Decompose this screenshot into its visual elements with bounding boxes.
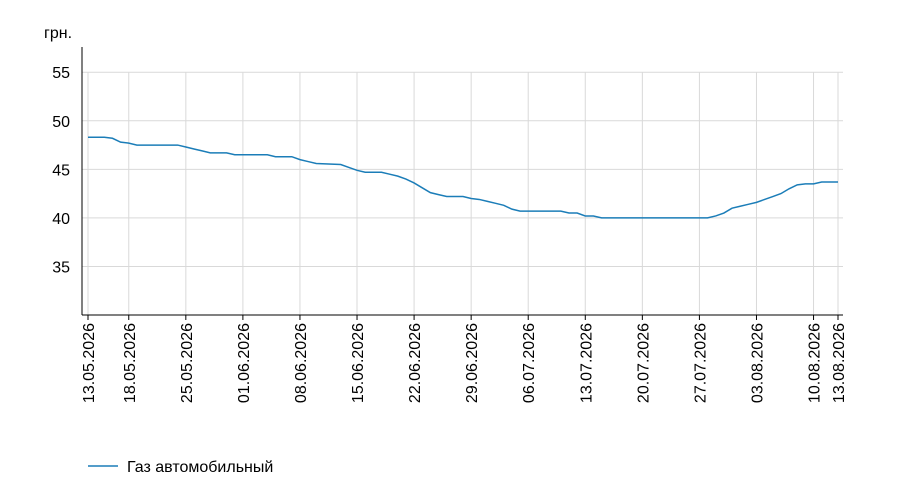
x-tick-label: 15.06.2026 [350, 323, 367, 403]
x-tick-label: 08.06.2026 [293, 323, 310, 403]
x-tick-label: 13.08.2026 [831, 323, 848, 403]
x-tick-label: 18.05.2026 [122, 323, 139, 403]
x-tick-label: 13.07.2026 [578, 323, 595, 403]
y-tick-label: 45 [52, 162, 70, 179]
legend-label: Газ автомобильный [127, 459, 273, 476]
x-tick-label: 25.05.2026 [179, 323, 196, 403]
x-tick-label: 01.06.2026 [236, 323, 253, 403]
x-tick-label: 06.07.2026 [521, 323, 538, 403]
y-axis-label: грн. [44, 25, 72, 42]
y-tick-label: 35 [52, 259, 70, 276]
x-tick-label: 20.07.2026 [635, 323, 652, 403]
data-line [88, 136, 838, 219]
y-tick-label: 55 [52, 65, 70, 82]
x-tick-label: 22.06.2026 [407, 323, 424, 403]
y-tick-label: 40 [52, 211, 70, 228]
x-tick-label: 13.05.2026 [81, 323, 98, 403]
x-tick-label: 03.08.2026 [749, 323, 766, 403]
x-tick-label: 27.07.2026 [692, 323, 709, 403]
y-tick-label: 50 [52, 114, 70, 131]
x-tick-label: 29.06.2026 [464, 323, 481, 403]
x-tick-label: 10.08.2026 [807, 323, 824, 403]
